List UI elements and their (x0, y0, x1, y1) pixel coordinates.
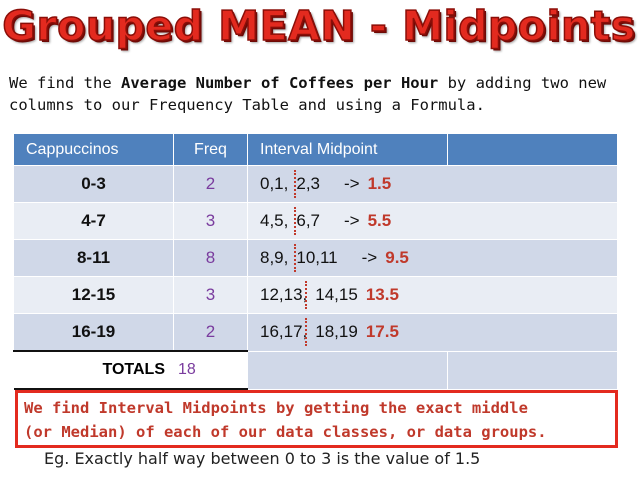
freq-cell: 8 (173, 239, 248, 277)
header-interval-midpoint: Interval Midpoint (247, 133, 448, 166)
midpoint-cell: 4,5, 6,7 -> 5.5 (247, 202, 618, 240)
split-divider (294, 244, 296, 272)
interval-right-values: 10,11 (296, 248, 338, 267)
freq-cell: 3 (173, 202, 248, 240)
interval-cell: 4-7 (13, 202, 174, 240)
interval-right-values: 18,19 (315, 322, 358, 342)
table-row: 12-15 3 12,13, 14,15 13.5 (13, 276, 618, 314)
intro-text-part1: We find the (9, 74, 121, 92)
freq-cell: 2 (173, 313, 248, 352)
interval-cell: 0-3 (13, 165, 174, 203)
interval-right-values: 6,7 (296, 211, 320, 230)
table-row: 8-11 8 8,9, 10,11 -> 9.5 (13, 239, 618, 277)
arrow-symbol: -> (344, 211, 360, 230)
example-text: Eg. Exactly half way between 0 to 3 is t… (44, 449, 481, 468)
totals-empty-cell-2 (447, 350, 618, 390)
callout-line-2: (or Median) of each of our data classes,… (24, 423, 547, 441)
table-row: 16-19 2 16,17, 18,19 17.5 (13, 313, 618, 352)
split-divider (294, 207, 296, 235)
split-divider (294, 170, 296, 198)
table-row: 0-3 2 0,1, 2,3 -> 1.5 (13, 165, 618, 203)
slide-title: Grouped MEAN - Midpoints (2, 1, 636, 51)
totals-row: TOTALS 18 (13, 350, 618, 390)
totals-empty-cell (247, 350, 448, 390)
midpoint-cell: 16,17, 18,19 17.5 (247, 313, 618, 352)
table-row: 4-7 3 4,5, 6,7 -> 5.5 (13, 202, 618, 240)
split-divider (305, 318, 307, 346)
interval-left-values: 0,1, (260, 174, 289, 193)
callout-box: We find Interval Midpoints by getting th… (15, 390, 618, 448)
arrow-symbol: -> (361, 248, 378, 267)
interval-left-values: 4,5, (260, 211, 289, 230)
midpoint-value: 9.5 (385, 248, 409, 267)
table-header-row: Cappuccinos Freq Interval Midpoint (13, 133, 618, 166)
midpoint-value: 1.5 (367, 174, 392, 193)
totals-value: 18 (173, 350, 248, 390)
intro-bold-phrase: Average Number of Coffees per Hour (120, 74, 439, 92)
frequency-table: Cappuccinos Freq Interval Midpoint 0-3 2 0… (13, 133, 618, 390)
arrow-symbol: -> (344, 174, 360, 193)
intro-text: We find the Average Number of Coffees pe… (9, 72, 634, 116)
interval-right-values: 2,3 (296, 174, 320, 193)
intro-text-part2: by adding two new columns to our Frequen… (9, 74, 607, 114)
freq-cell: 3 (173, 276, 248, 314)
split-divider (305, 281, 307, 309)
callout-line-1: We find Interval Midpoints by getting th… (24, 399, 528, 417)
midpoint-cell: 12,13, 14,15 13.5 (247, 276, 618, 314)
interval-cell: 12-15 (13, 276, 174, 314)
interval-cell: 16-19 (13, 313, 174, 352)
interval-right-values: 14,15 (315, 285, 358, 304)
header-freq: Freq (173, 133, 248, 166)
totals-label: TOTALS (13, 350, 174, 390)
interval-left-values: 8,9, (260, 248, 289, 267)
header-cappuccinos: Cappuccinos (13, 133, 174, 166)
freq-cell: 2 (173, 165, 248, 203)
header-empty (447, 133, 618, 166)
interval-cell: 8-11 (13, 239, 174, 277)
midpoint-cell: 0,1, 2,3 -> 1.5 (247, 165, 618, 203)
midpoint-value: 5.5 (367, 211, 392, 230)
interval-left-values: 16,17, (260, 322, 308, 342)
interval-left-values: 12,13, (260, 285, 308, 304)
midpoint-value: 13.5 (365, 285, 399, 304)
midpoint-cell: 8,9, 10,11 -> 9.5 (247, 239, 618, 277)
midpoint-value: 17.5 (365, 322, 399, 342)
